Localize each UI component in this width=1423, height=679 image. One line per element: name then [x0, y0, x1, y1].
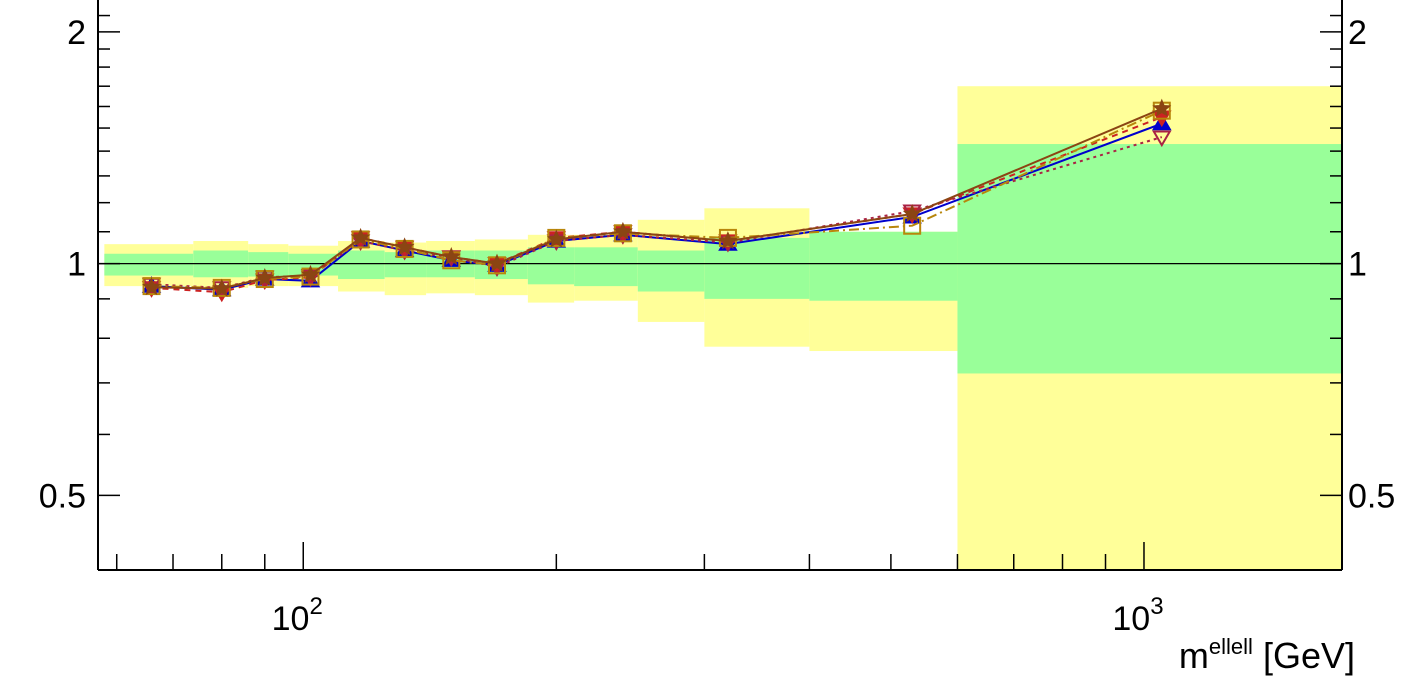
series-4-point-11	[902, 204, 922, 223]
y-tick-label-right-1: 1	[1348, 246, 1367, 284]
series-4-point-8	[546, 229, 566, 248]
inner-band-10	[637, 250, 705, 292]
inner-band-0	[104, 253, 194, 276]
series-4-point-1	[212, 278, 232, 297]
series-4-point-3	[301, 264, 320, 283]
series-4-point-6	[441, 247, 461, 266]
x-tick-label-1: 103	[1112, 593, 1163, 638]
y-tick-label-left-2: 2	[67, 14, 86, 52]
y-tick-label-right-2: 2	[1348, 14, 1367, 52]
inner-band-12	[809, 231, 958, 301]
series-4-point-4	[351, 227, 371, 246]
series-4	[142, 98, 1172, 297]
tick-labels: 0.5 0.5 1 1 2 2 102 103	[39, 14, 1396, 638]
inner-band-13	[957, 144, 1342, 374]
inner-band-9	[574, 247, 638, 287]
series-4-point-7	[487, 253, 507, 272]
inner-band-8	[527, 247, 575, 285]
series-4-point-10	[718, 231, 738, 250]
x-axis-title: mellell [GeV]	[1179, 634, 1355, 676]
series-4-point-2	[255, 268, 275, 286]
series-4-point-0	[142, 277, 161, 296]
data-series	[141, 98, 1172, 303]
y-tick-label-left-0: 0.5	[39, 477, 86, 515]
uncertainty-bands	[104, 86, 1342, 571]
y-tick-label-left-1: 1	[67, 246, 86, 284]
x-tick-label-0: 102	[272, 593, 323, 638]
series-4-point-5	[395, 237, 415, 256]
series-4-point-12	[1152, 98, 1172, 117]
y-tick-label-right-0: 0.5	[1348, 477, 1395, 515]
inner-band-2	[248, 252, 289, 277]
inner-band-4	[338, 250, 385, 280]
inner-band-11	[704, 237, 810, 299]
inner-band-3	[288, 253, 339, 276]
axes	[97, 0, 1343, 571]
series-2-point-12	[1152, 130, 1172, 148]
series-4-point-9	[613, 221, 633, 240]
